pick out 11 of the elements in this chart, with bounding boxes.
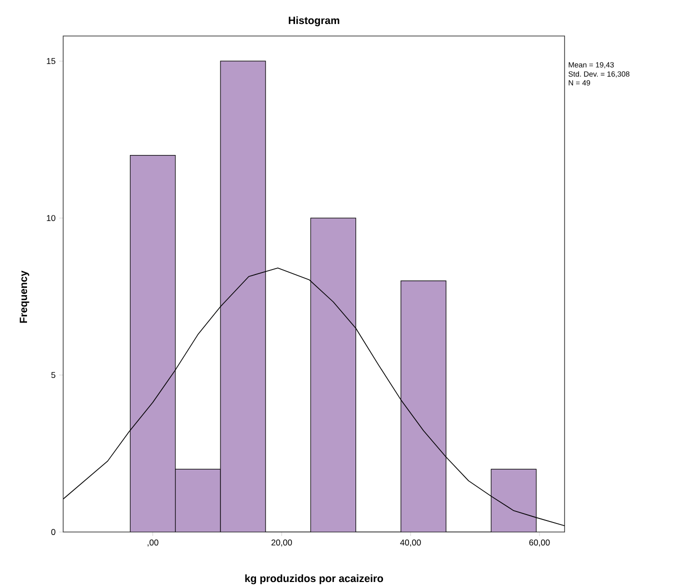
x-tick-label: ,00 <box>148 540 158 547</box>
x-axis-title: kg produzidos por acaizeiro <box>245 574 384 584</box>
y-axis-title: Frequency <box>20 270 30 323</box>
y-tick-label: 0 <box>51 529 56 535</box>
x-tick-label: 60,00 <box>529 540 550 547</box>
chart-title: Histogram <box>288 16 340 26</box>
y-tick-label: 15 <box>46 58 56 64</box>
y-tick-label: 5 <box>51 372 56 378</box>
x-tick-label: 20,00 <box>272 540 292 547</box>
y-tick-label: 10 <box>46 215 56 222</box>
x-tick-label: 40,00 <box>400 540 421 547</box>
